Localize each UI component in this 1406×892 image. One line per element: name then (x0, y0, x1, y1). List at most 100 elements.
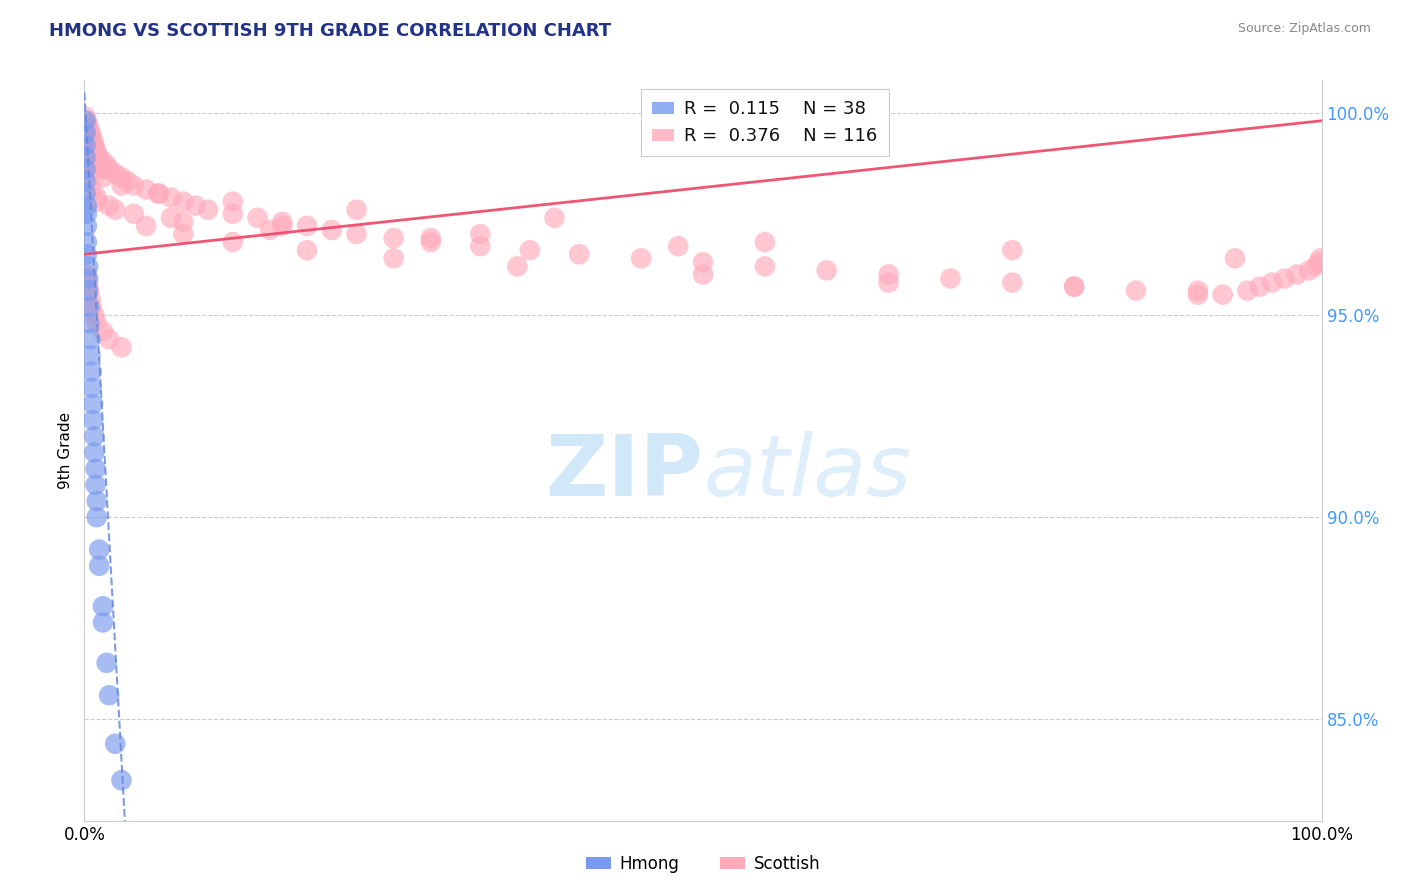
Point (80, 365, 103, 379)
Point (1274, 271, 1296, 285)
Point (77, 154, 100, 169)
Point (98, 688, 121, 702)
Point (80, 138, 103, 153)
Point (86, 494, 108, 508)
Point (122, 207, 145, 221)
Point (160, 211, 183, 225)
Point (1001, 276, 1024, 290)
Point (172, 215, 194, 229)
Point (295, 219, 318, 233)
Point (79, 316, 101, 330)
Point (79, 138, 101, 153)
Point (91, 162, 114, 177)
Point (98, 332, 121, 346)
Point (1309, 252, 1331, 266)
Text: Source: ZipAtlas.com: Source: ZipAtlas.com (1237, 22, 1371, 36)
Point (1236, 284, 1258, 298)
Point (1063, 279, 1085, 293)
Point (104, 166, 127, 180)
Point (79, 129, 101, 144)
Point (117, 174, 139, 188)
Point (82, 397, 104, 411)
Point (246, 211, 269, 225)
Point (79, 332, 101, 346)
Point (568, 247, 591, 261)
Point (86, 146, 108, 161)
Point (84, 461, 107, 475)
Point (1285, 268, 1308, 282)
Point (89, 558, 111, 573)
Point (96, 158, 118, 172)
Text: atlas: atlas (703, 431, 911, 514)
Point (83, 138, 105, 153)
Point (76, 121, 98, 136)
Point (110, 178, 132, 193)
Point (76, 268, 98, 282)
Point (89, 542, 111, 557)
Point (82, 134, 104, 148)
Point (197, 202, 219, 217)
Point (815, 263, 838, 277)
Point (79, 300, 101, 314)
Point (630, 252, 652, 266)
Legend: Hmong, Scottish: Hmong, Scottish (579, 848, 827, 880)
Point (80, 182, 103, 196)
Point (184, 199, 207, 213)
Point (75, 162, 97, 177)
Point (96, 656, 118, 670)
Point (75, 113, 97, 128)
Point (321, 223, 343, 237)
Point (77, 271, 100, 285)
Point (76, 207, 98, 221)
Point (79, 284, 101, 298)
Point (104, 202, 127, 217)
Point (76, 219, 98, 233)
Point (172, 227, 194, 241)
Point (77, 276, 100, 290)
Point (1063, 279, 1085, 293)
Point (754, 235, 776, 249)
Point (1261, 276, 1284, 290)
Point (77, 260, 100, 274)
Point (382, 252, 405, 266)
Point (77, 118, 100, 132)
Point (84, 478, 107, 492)
Point (91, 154, 114, 169)
Point (76, 199, 98, 213)
Point (75, 150, 97, 164)
Point (83, 445, 105, 459)
Point (76, 113, 98, 128)
Point (666, 239, 689, 253)
Point (98, 199, 121, 213)
Point (160, 191, 183, 205)
Point (86, 194, 108, 209)
Point (82, 142, 104, 156)
Point (271, 215, 294, 229)
Point (135, 219, 157, 233)
Point (692, 255, 714, 269)
Point (148, 186, 170, 201)
Point (295, 243, 318, 257)
Point (1249, 279, 1271, 293)
Point (98, 162, 121, 177)
Point (110, 340, 132, 354)
Point (77, 134, 100, 148)
Point (382, 231, 405, 245)
Point (82, 162, 104, 177)
Point (76, 235, 98, 249)
Y-axis label: 9th Grade: 9th Grade (58, 412, 73, 489)
Point (346, 227, 368, 241)
Point (75, 174, 97, 188)
Point (1187, 287, 1209, 301)
Point (346, 202, 368, 217)
Point (80, 129, 103, 144)
Point (79, 174, 101, 188)
Point (104, 737, 127, 751)
Point (91, 599, 114, 614)
Point (271, 219, 294, 233)
Point (83, 146, 105, 161)
Point (75, 186, 97, 201)
Point (1305, 260, 1327, 274)
Legend: R =  0.115    N = 38, R =  0.376    N = 116: R = 0.115 N = 38, R = 0.376 N = 116 (641, 89, 889, 156)
Point (86, 316, 108, 330)
